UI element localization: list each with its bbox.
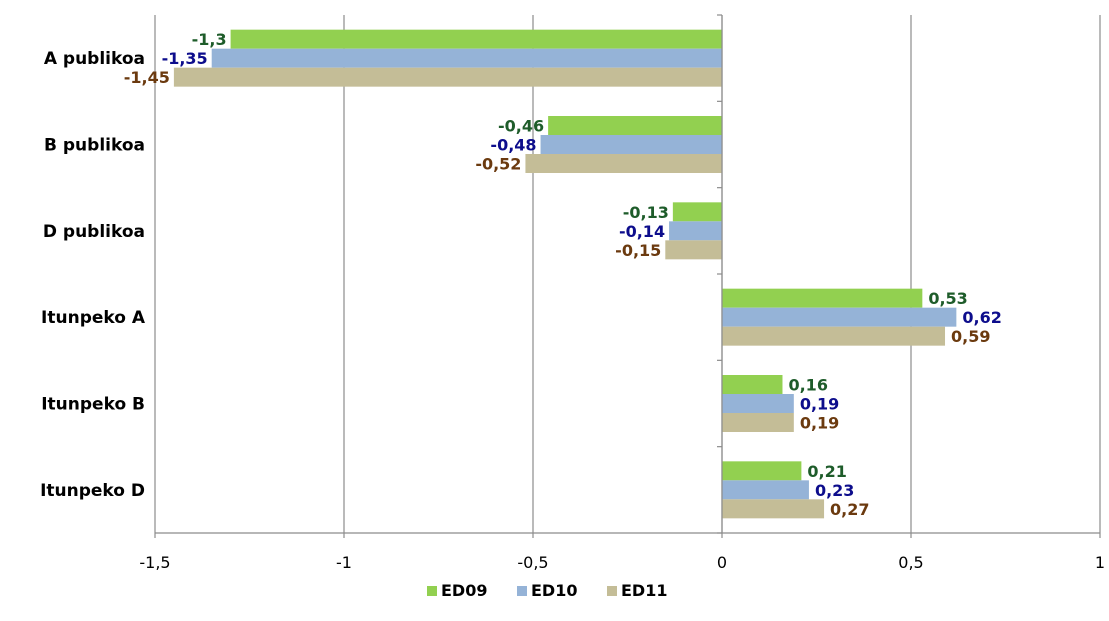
bar-ed09-4 [722, 375, 783, 394]
bar-ed09-0 [230, 29, 722, 49]
data-label-ed11-0: -1,45 [124, 68, 170, 87]
legend: ED09 ED10 ED11 [427, 581, 667, 600]
bar-ed11-5 [722, 499, 825, 519]
data-label-ed11-5: 0,27 [830, 500, 869, 519]
data-label-ed09-3: 0,53 [928, 289, 967, 308]
data-label-ed09-5: 0,21 [807, 462, 846, 481]
bar-ed10-0 [211, 48, 722, 68]
category-label-1: B publikoa [44, 136, 145, 156]
bar-ed09-5 [722, 461, 802, 481]
data-label-ed10-1: -0,48 [490, 136, 536, 155]
gridlines [154, 15, 1101, 533]
data-label-ed10-4: 0,19 [800, 395, 839, 414]
bar-ed11-2 [665, 240, 722, 260]
bar-ed09-3 [722, 288, 923, 308]
data-labels: -1,3-1,35-1,45 -0,46-0,48-0,52 -0,13-0,14-… [124, 30, 1002, 519]
data-label-ed09-4: 0,16 [788, 376, 827, 395]
legend-swatch-ed09 [427, 586, 437, 596]
data-label-ed11-1: -0,52 [475, 155, 521, 174]
bar-ed11-0 [173, 67, 722, 87]
bars [173, 29, 957, 519]
data-label-ed10-3: 0,62 [962, 308, 1001, 327]
bar-ed11-4 [722, 413, 794, 432]
x-tick-label-4: 0,5 [898, 553, 923, 572]
data-label-ed11-4: 0,19 [800, 414, 839, 433]
data-label-ed11-2: -0,15 [615, 241, 661, 260]
bar-ed10-3 [722, 307, 957, 327]
bar-ed11-1 [525, 154, 722, 173]
legend-label-ed11: ED11 [621, 581, 667, 600]
legend-label-ed10: ED10 [531, 581, 577, 600]
bar-ed09-1 [548, 116, 722, 135]
data-label-ed09-0: -1,3 [192, 30, 227, 49]
category-label-0: A publikoa [44, 49, 145, 69]
x-tick-labels: -1,5 -1 -0,5 0 0,5 1 [139, 553, 1105, 572]
data-label-ed09-2: -0,13 [623, 203, 669, 222]
legend-swatch-ed11 [607, 586, 617, 596]
legend-swatch-ed10 [517, 586, 527, 596]
bar-ed10-1 [540, 135, 722, 154]
data-label-ed09-1: -0,46 [498, 117, 544, 136]
x-tick-label-0: -1,5 [139, 553, 170, 572]
legend-label-ed09: ED09 [441, 581, 487, 600]
category-labels: A publikoa B publikoa D publikoa Itunpeko A… [40, 49, 146, 501]
category-label-3: Itunpeko A [41, 308, 146, 328]
bar-ed10-2 [669, 221, 722, 241]
bar-ed11-3 [722, 326, 946, 346]
bar-ed09-2 [672, 202, 722, 222]
data-label-ed11-3: 0,59 [951, 327, 990, 346]
category-label-4: Itunpeko B [41, 395, 145, 415]
x-tick-label-1: -1 [336, 553, 352, 572]
axes [154, 14, 1101, 538]
data-label-ed10-0: -1,35 [162, 49, 208, 68]
bar-ed10-5 [722, 480, 809, 500]
bar-ed10-4 [722, 394, 794, 413]
x-tick-label-2: -0,5 [517, 553, 548, 572]
data-label-ed10-5: 0,23 [815, 481, 854, 500]
x-tick-label-5: 1 [1095, 553, 1105, 572]
category-label-2: D publikoa [43, 222, 145, 242]
data-label-ed10-2: -0,14 [619, 222, 665, 241]
x-tick-label-3: 0 [717, 553, 727, 572]
category-label-5: Itunpeko D [40, 481, 145, 501]
